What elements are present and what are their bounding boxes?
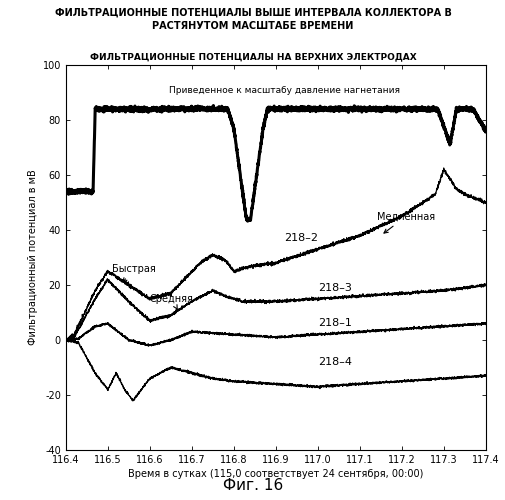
Text: Медленная: Медленная (376, 212, 434, 233)
Text: ФИЛЬТРАЦИОННЫЕ ПОТЕНЦИАЛЫ ВЫШЕ ИНТЕРВАЛА КОЛЛЕКТОРА В
РАСТЯНУТОМ МАСШТАБЕ ВРЕМЕН: ФИЛЬТРАЦИОННЫЕ ПОТЕНЦИАЛЫ ВЫШЕ ИНТЕРВАЛА… (55, 8, 450, 30)
Text: Средняя: Средняя (149, 294, 193, 310)
Text: Приведенное к масштабу давление нагнетания: Приведенное к масштабу давление нагнетан… (168, 86, 399, 95)
Text: 218–2: 218–2 (284, 233, 318, 243)
Text: ФИЛЬТРАЦИОННЫЕ ПОТЕНЦИАЛЫ НА ВЕРХНИХ ЭЛЕКТРОДАХ: ФИЛЬТРАЦИОННЫЕ ПОТЕНЦИАЛЫ НА ВЕРХНИХ ЭЛЕ… (89, 52, 416, 62)
Y-axis label: Фильтрационный потенциал в мВ: Фильтрационный потенциал в мВ (28, 170, 38, 346)
X-axis label: Время в сутках (115,0 соответствует 24 сентября, 00:00): Время в сутках (115,0 соответствует 24 с… (128, 469, 423, 479)
Text: Быстрая: Быстрая (112, 264, 156, 282)
Text: Фиг. 16: Фиг. 16 (222, 478, 283, 492)
Text: 218–3: 218–3 (317, 283, 351, 292)
Text: 218–1: 218–1 (317, 318, 351, 328)
Text: 218–4: 218–4 (317, 357, 351, 367)
